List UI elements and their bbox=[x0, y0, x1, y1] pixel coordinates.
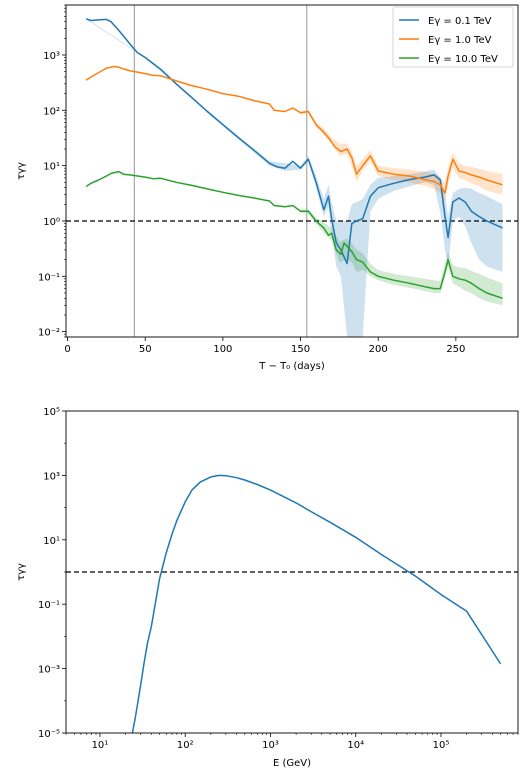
x-tick-label: 100 bbox=[213, 344, 232, 355]
y-tick-label: 10¹ bbox=[43, 162, 60, 173]
x-tick-label: 250 bbox=[446, 344, 465, 355]
y-tick-label: 10³ bbox=[43, 51, 60, 62]
legend-label-0: Eγ = 0.1 TeV bbox=[428, 16, 492, 27]
x-tick-label: 10¹ bbox=[92, 740, 109, 751]
legend-label-2: Eγ = 10.0 TeV bbox=[428, 54, 498, 65]
x-axis-ticks: 10¹ 10² 10³ 10⁴ 10⁵ bbox=[65, 733, 519, 751]
series-line-0 bbox=[131, 474, 502, 734]
y-tick-label: 10⁵ bbox=[43, 407, 60, 418]
x-tick-label: 10⁴ bbox=[347, 740, 364, 751]
x-tick-label: 50 bbox=[139, 344, 152, 355]
y-axis-ticks: 10⁻² 10⁻¹ 10⁰ 10¹ 10² 10³ bbox=[38, 4, 66, 339]
x-tick-label: 10³ bbox=[262, 740, 279, 751]
series-line-1 bbox=[85, 65, 503, 194]
vertical-reference-lines bbox=[133, 5, 308, 337]
series-line-0 bbox=[85, 18, 503, 265]
y-tick-label: 10⁻⁵ bbox=[38, 729, 60, 740]
y-tick-label: 10⁻² bbox=[38, 328, 60, 339]
x-axis-label: T − T₀ (days) bbox=[258, 361, 325, 372]
x-tick-label: 0 bbox=[64, 344, 70, 355]
energy-dependence-panel: 10¹ 10² 10³ 10⁴ 10⁵ 10⁻⁵ 10⁻³ 10⁻¹ 10¹ 10³ 10⁵ E … bbox=[16, 407, 519, 769]
y-tick-label: 10⁻¹ bbox=[38, 600, 60, 611]
band-series-2 bbox=[300, 208, 503, 306]
legend: Eγ = 0.1 TeV Eγ = 1.0 TeV Eγ = 10.0 TeV bbox=[392, 6, 514, 68]
x-tick-label: 150 bbox=[291, 344, 310, 355]
y-tick-label: 10⁻³ bbox=[38, 665, 60, 676]
y-tick-label: 10³ bbox=[43, 471, 60, 482]
y-tick-label: 10² bbox=[43, 106, 60, 117]
x-axis-ticks: 0 50 100 150 200 250 bbox=[64, 337, 465, 355]
x-tick-label: 10⁵ bbox=[433, 740, 450, 751]
y-axis-label: τγγ bbox=[16, 563, 27, 581]
y-tick-label: 10¹ bbox=[43, 536, 60, 547]
x-tick-label: 10² bbox=[177, 740, 194, 751]
series-line-2 bbox=[85, 170, 503, 300]
y-axis-ticks: 10⁻⁵ 10⁻³ 10⁻¹ 10¹ 10³ 10⁵ bbox=[38, 407, 66, 740]
x-tick-label: 200 bbox=[369, 344, 388, 355]
legend-label-1: Eγ = 1.0 TeV bbox=[428, 35, 492, 46]
series-lines bbox=[85, 18, 503, 300]
y-axis-label: τγγ bbox=[16, 162, 27, 180]
series-lines bbox=[131, 474, 502, 734]
time-evolution-panel: 0 50 100 150 200 250 10⁻² 10⁻¹ 10⁰ 10¹ 10² 10³ T −… bbox=[16, 4, 519, 372]
y-tick-label: 10⁰ bbox=[43, 217, 60, 228]
y-tick-label: 10⁻¹ bbox=[38, 272, 60, 283]
x-axis-label: E (GeV) bbox=[273, 758, 311, 769]
legend-frame bbox=[392, 6, 514, 68]
